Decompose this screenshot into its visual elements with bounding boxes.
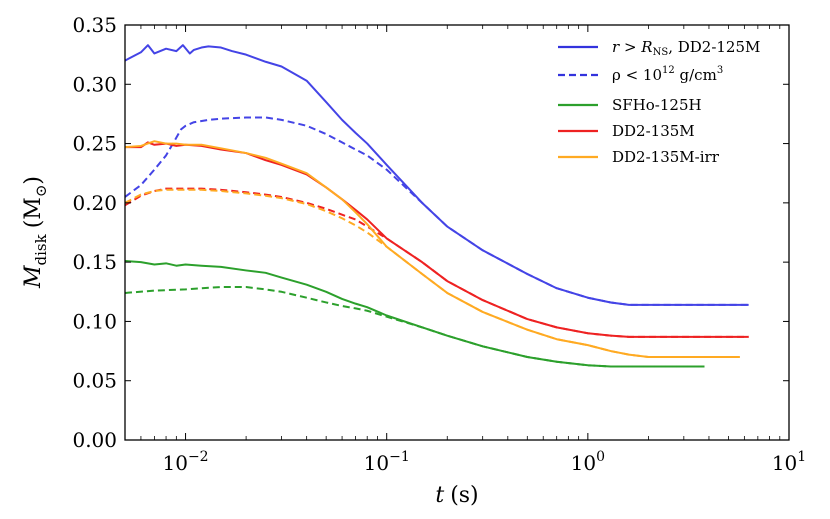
series-line-3 <box>125 187 749 338</box>
series-line-2 <box>125 141 749 338</box>
legend-item-density-cut: ρ < 1012 g/cm3 <box>558 65 723 84</box>
legend-item-dd2-135m: DD2-135M <box>558 122 695 140</box>
series-line-1 <box>125 116 749 306</box>
y-tick-label: 0.25 <box>72 132 117 156</box>
y-tick-label: 0.00 <box>72 428 117 452</box>
x-tick-label: 10−2 <box>163 449 209 475</box>
series-layer <box>125 44 749 368</box>
y-tick-label: 0.05 <box>72 369 117 393</box>
y-tick-label: 0.20 <box>72 191 117 215</box>
ticks-layer: 0.00 0.05 0.10 0.15 0.20 0.25 0.30 0.35 10−2 10−1… <box>72 13 806 475</box>
legend: r > RNS, DD2-125M ρ < 1012 g/cm3 SFHo-12… <box>558 38 760 166</box>
legend-item-sfho-125h: SFHo-125H <box>558 96 702 114</box>
y-axis-title: Mdisk(M⊙) <box>21 176 50 289</box>
legend-item-dd2-135m-irr: DD2-135M-irr <box>558 148 720 166</box>
x-tick-label: 101 <box>772 449 806 475</box>
y-tick-label: 0.15 <box>72 250 117 274</box>
series-line-6 <box>125 259 705 368</box>
legend-label: DD2-135M <box>612 122 695 140</box>
series-line-7 <box>125 286 705 368</box>
series-line-4 <box>125 140 740 358</box>
x-axis-title: t (s) <box>435 483 478 508</box>
y-tick-label: 0.10 <box>72 309 117 333</box>
legend-label: r > RNS, DD2-125M <box>612 38 760 58</box>
x-tick-label: 10−1 <box>364 449 410 475</box>
x-tick-label: 100 <box>571 449 605 475</box>
plot-frame <box>124 24 790 441</box>
legend-label: ρ < 1012 g/cm3 <box>612 65 723 84</box>
y-tick-label: 0.30 <box>72 72 117 96</box>
legend-label: SFHo-125H <box>612 96 702 114</box>
y-tick-label: 0.35 <box>72 13 117 37</box>
legend-item-dd2-125m: r > RNS, DD2-125M <box>558 38 760 58</box>
series-line-5 <box>125 188 740 358</box>
legend-label: DD2-135M-irr <box>612 148 720 166</box>
